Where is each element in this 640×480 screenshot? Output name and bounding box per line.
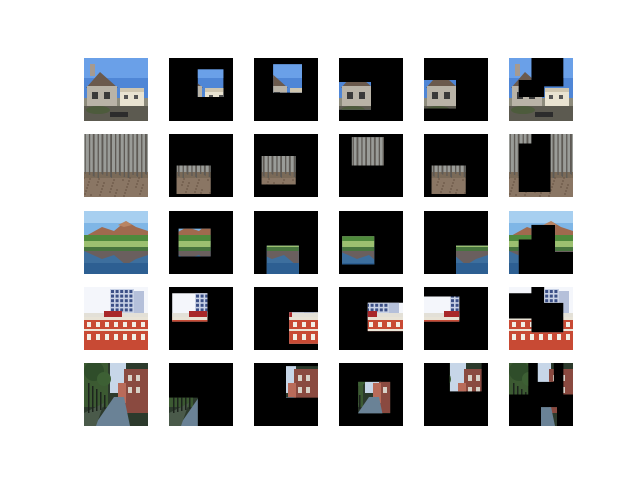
tile-image-original — [84, 287, 148, 350]
tile-mountain-lake-crop-4 — [424, 211, 488, 274]
tile-brick-building-and-highrise-crop-3 — [339, 287, 403, 350]
tile-image-crop — [424, 211, 488, 274]
tile-image-original — [84, 211, 148, 274]
tile-image-crop — [254, 134, 318, 197]
tile-image-crop — [169, 211, 233, 274]
tile-image-crop — [254, 287, 318, 350]
tile-image-crop — [169, 363, 233, 426]
tile-brick-building-and-highrise-crop-1 — [169, 287, 233, 350]
tile-image-composite — [509, 211, 573, 274]
tile-mountain-lake-masked-composite — [509, 211, 573, 274]
tile-tree-lined-street-crop-1 — [169, 363, 233, 426]
tile-house-with-blue-sky-crop-2 — [254, 58, 318, 121]
tile-house-with-blue-sky-crop-4 — [424, 58, 488, 121]
tile-image-crop — [339, 363, 403, 426]
tile-tree-lined-street-original — [84, 363, 148, 426]
tile-image-crop — [424, 58, 488, 121]
tile-image-crop — [169, 287, 233, 350]
tile-image-crop — [254, 363, 318, 426]
tile-brick-building-and-highrise-masked-composite — [509, 287, 573, 350]
tile-image-crop — [424, 363, 488, 426]
tile-brick-building-and-highrise-crop-4 — [424, 287, 488, 350]
tile-image-crop — [169, 134, 233, 197]
tile-bare-forest-crop-1 — [169, 134, 233, 197]
tile-bare-forest-crop-2 — [254, 134, 318, 197]
tile-tree-lined-street-masked-composite — [509, 363, 573, 426]
tile-bare-forest-crop-4 — [424, 134, 488, 197]
tile-image-crop — [339, 211, 403, 274]
tile-house-with-blue-sky-crop-1 — [169, 58, 233, 121]
tile-image-original — [84, 134, 148, 197]
tile-brick-building-and-highrise-crop-2 — [254, 287, 318, 350]
tile-mountain-lake-crop-3 — [339, 211, 403, 274]
tile-mountain-lake-crop-2 — [254, 211, 318, 274]
tile-image-crop — [339, 58, 403, 121]
tile-image-crop — [254, 58, 318, 121]
tile-bare-forest-crop-3 — [339, 134, 403, 197]
tile-image-composite — [509, 287, 573, 350]
tile-tree-lined-street-crop-2 — [254, 363, 318, 426]
tile-image-original — [84, 58, 148, 121]
tile-house-with-blue-sky-masked-composite — [509, 58, 573, 121]
tile-house-with-blue-sky-crop-3 — [339, 58, 403, 121]
tile-mountain-lake-crop-1 — [169, 211, 233, 274]
tile-tree-lined-street-crop-4 — [424, 363, 488, 426]
tile-image-composite — [509, 134, 573, 197]
tile-bare-forest-masked-composite — [509, 134, 573, 197]
tile-tree-lined-street-crop-3 — [339, 363, 403, 426]
tile-mountain-lake-original — [84, 211, 148, 274]
tile-image-crop — [169, 58, 233, 121]
tile-house-with-blue-sky-original — [84, 58, 148, 121]
tile-brick-building-and-highrise-original — [84, 287, 148, 350]
tile-image-crop — [339, 287, 403, 350]
tile-image-crop — [424, 134, 488, 197]
tile-bare-forest-original — [84, 134, 148, 197]
tile-image-composite — [509, 363, 573, 426]
tile-image-crop — [254, 211, 318, 274]
tile-image-crop — [424, 287, 488, 350]
tile-image-original — [84, 363, 148, 426]
tile-image-composite — [509, 58, 573, 121]
tile-image-crop — [339, 134, 403, 197]
